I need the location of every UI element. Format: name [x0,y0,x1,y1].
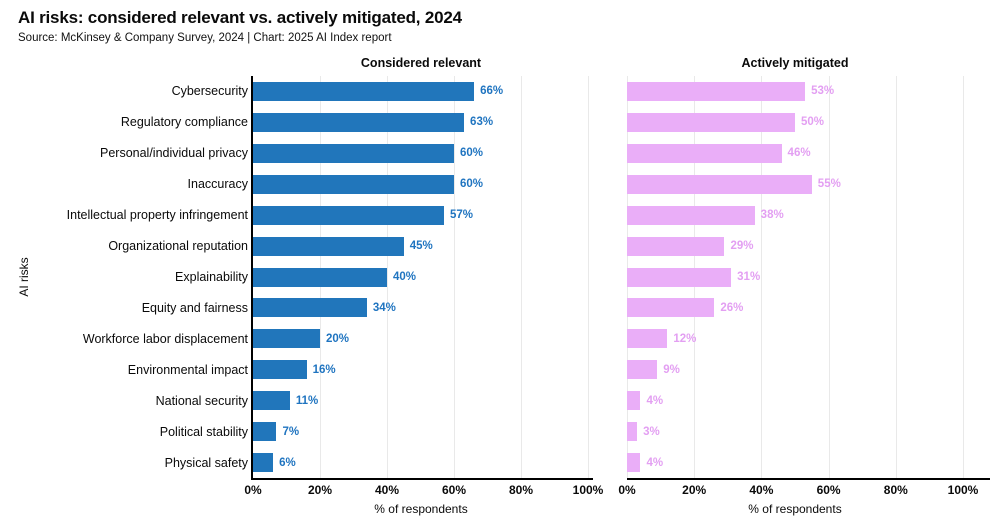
actively-mitigated-bar [627,112,795,132]
actively-mitigated-bar [627,81,806,101]
actively-mitigated-plot: 53% 50% 46% 55% 38% 29% 31% 26% 12% 9% 4% 3% 4% [627,76,990,478]
x-tick-label: 80% [883,483,908,497]
bar-value-label: 34% [372,301,396,314]
x-tick-label: 0% [244,483,262,497]
bar-value-label: 4% [646,456,664,469]
gridline [454,76,455,478]
panel-header-considered-relevant: Considered relevant [360,56,482,70]
bar-value-label: 38% [760,209,784,222]
x-tick-label: 60% [816,483,841,497]
considered-relevant-bar [253,236,404,256]
actively-mitigated-bar [627,360,658,380]
actively-mitigated-bar [627,205,755,225]
bar-value-label: 6% [279,456,296,469]
category-label: Workforce labor displacement [82,331,248,346]
gridline [521,76,522,478]
category-labels: Cybersecurity Regulatory compliance Person… [0,76,248,478]
gridline [387,76,388,478]
actively-mitigated-bar [627,453,641,473]
gridline [895,76,897,478]
bar-value-label: 60% [460,147,484,160]
bar-value-label: 46% [787,147,811,160]
gridline [761,76,763,478]
category-label: Inaccuracy [187,177,248,192]
bar-value-label: 12% [673,332,697,345]
considered-relevant-bar [253,391,290,411]
considered-relevant-bar [253,360,307,380]
gridline [828,76,830,478]
actively-mitigated-bar [627,267,732,287]
bar-value-label: 40% [393,271,417,283]
category-label: Intellectual property infringement [66,208,248,223]
considered-relevant-bar [253,174,454,194]
considered-relevant-bar [253,298,367,318]
x-tick-label: 40% [749,483,774,497]
actively-mitigated-bar [627,143,782,163]
bar-value-label: 66% [480,85,504,98]
considered-relevant-bar [253,329,320,349]
x-tick-label: 100% [572,483,604,497]
bar-value-label: 7% [282,425,300,438]
bar-value-label: 31% [737,271,761,283]
actively-mitigated-bar [627,298,715,318]
considered-relevant-bar [253,112,465,132]
considered-relevant-bar [253,81,475,101]
panel-header-actively-mitigated: Actively mitigated [741,56,849,70]
bar-value-label: 57% [449,209,473,222]
category-label: Organizational reputation [108,239,248,254]
bar-value-label: 4% [646,394,664,407]
considered-relevant-bar [253,267,387,287]
considered-relevant-bar [253,422,277,442]
considered-relevant-bar [253,143,454,163]
category-label: National security [155,393,248,408]
category-label: Physical safety [164,455,248,470]
chart-source: Source: McKinsey & Company Survey, 2024 … [18,32,392,44]
bar-value-label: 63% [470,116,494,129]
x-tick-label: 100% [947,483,979,497]
bar-value-label: 26% [720,301,744,314]
x-tick-label: 80% [508,483,534,497]
bar-value-label: 20% [326,332,350,345]
actively-mitigated-bar [627,174,812,194]
bar-value-label: 53% [811,85,835,98]
x-axis-label-right: % of respondents [748,502,842,516]
bar-value-label: 16% [312,363,336,376]
considered-relevant-bar [253,453,274,473]
category-label: Explainability [175,269,248,284]
category-label: Environmental impact [127,362,248,377]
considered-relevant-bar [253,205,444,225]
considered-relevant-plot: 66% 63% 60% 60% 57% 45% 40% 34% 20% 16% 11% 7% 6% [253,76,593,478]
bar-value-label: 50% [801,116,825,129]
x-tick-label: 0% [618,483,636,497]
x-tick-label: 20% [307,483,333,497]
x-tick-label: 20% [682,483,707,497]
bar-value-label: 45% [409,240,433,253]
bar-value-label: 55% [817,178,841,191]
bar-value-label: 11% [295,394,319,407]
category-label: Personal/individual privacy [100,146,248,161]
actively-mitigated-bar [627,422,638,442]
actively-mitigated-bar [627,329,668,349]
category-label: Equity and fairness [141,300,248,315]
x-tick-label: 60% [441,483,467,497]
actively-mitigated-bar [627,236,725,256]
category-label: Regulatory compliance [120,115,248,130]
bar-value-label: 9% [663,363,680,376]
gridline [588,76,589,478]
category-label: Cybersecurity [171,84,248,99]
chart-title: AI risks: considered relevant vs. active… [18,8,462,27]
left-x-axis-line [251,478,593,480]
left-y-axis-line [251,76,253,480]
right-x-axis-line [627,478,990,480]
bar-value-label: 3% [643,425,660,438]
category-label: Political stability [159,424,248,439]
bar-value-label: 60% [460,178,484,191]
actively-mitigated-bar [627,391,641,411]
bar-value-label: 29% [730,240,754,253]
x-tick-label: 40% [374,483,400,497]
x-axis-label-left: % of respondents [374,502,468,516]
gridline [963,76,964,478]
